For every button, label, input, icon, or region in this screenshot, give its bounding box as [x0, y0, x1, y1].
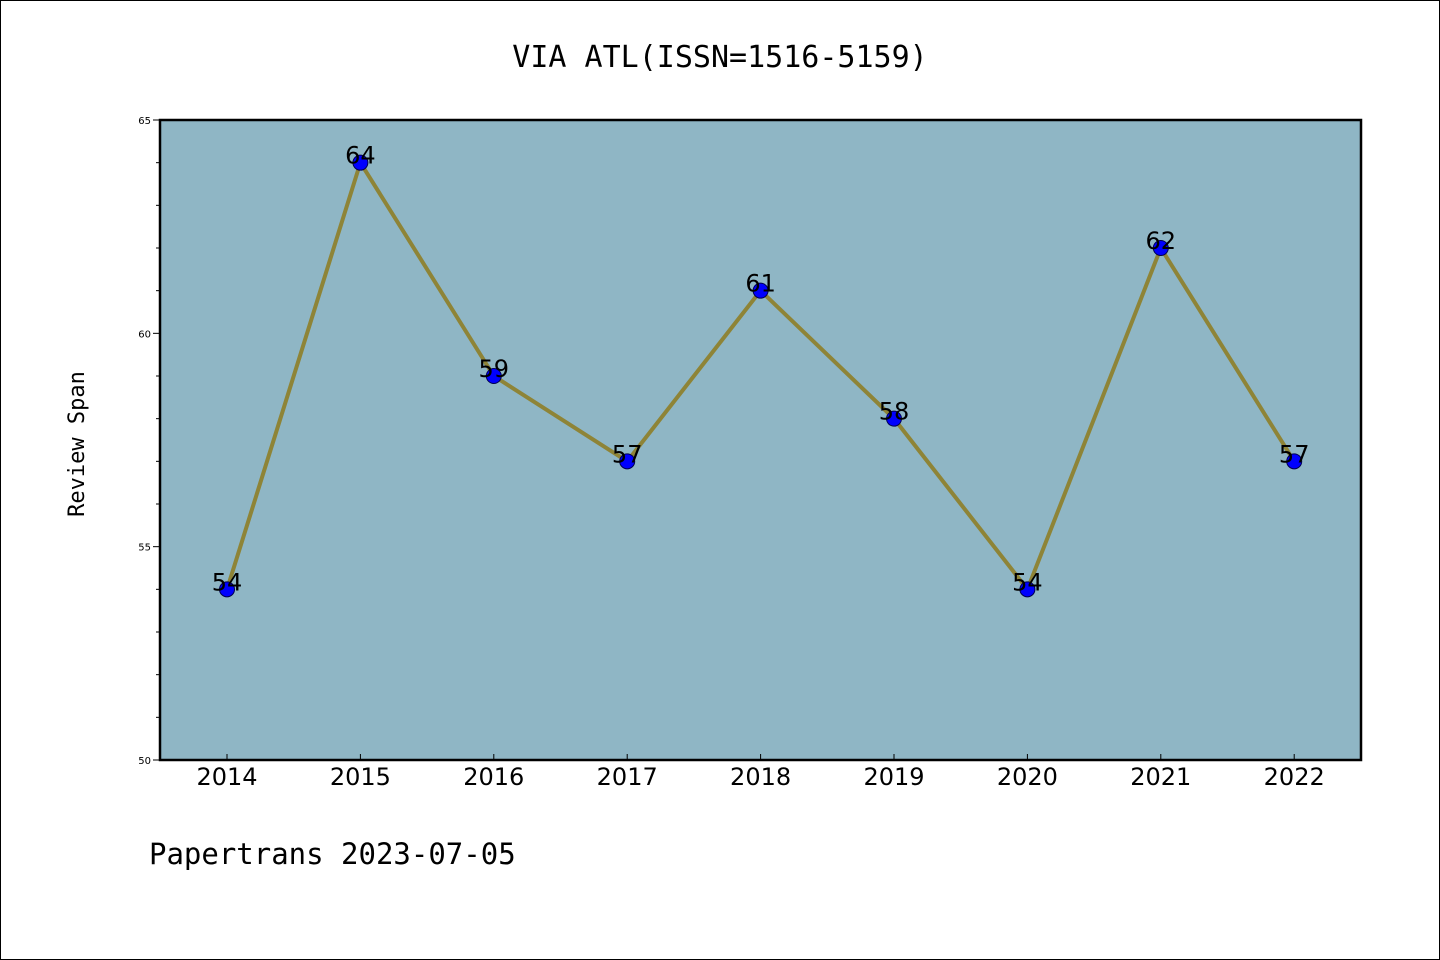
data-label: 54 [1012, 568, 1043, 596]
data-label: 54 [212, 568, 243, 596]
data-point [619, 453, 636, 470]
x-tick-label: 2019 [863, 763, 924, 791]
data-label: 58 [879, 398, 910, 426]
y-tick-label: 55 [138, 543, 151, 554]
data-point [1152, 240, 1169, 256]
y-axis-label: Review Span [65, 371, 90, 517]
x-axis-tick-labels: 2014 2015 2016 2017 2018 2019 2020 2021 2022 [196, 754, 1325, 791]
y-tick-label: 50 [138, 756, 151, 767]
data-markers [219, 154, 1303, 598]
footer-text: Papertrans 2023-07-05 [149, 837, 516, 871]
x-tick-label: 2018 [730, 763, 791, 791]
y-axis-ticks: 50 55 60 65 [138, 116, 160, 767]
data-label: 61 [745, 270, 776, 298]
x-tick-label: 2021 [1130, 763, 1191, 791]
data-label: 62 [1146, 227, 1177, 255]
x-tick-label: 2022 [1264, 763, 1325, 791]
data-point [352, 154, 369, 171]
data-point [219, 581, 235, 598]
x-tick-label: 2015 [330, 763, 391, 791]
data-label: 64 [345, 142, 376, 170]
data-point [752, 282, 769, 299]
x-tick-label: 2014 [196, 763, 257, 791]
data-label: 59 [479, 355, 510, 383]
data-labels: 54 64 59 57 61 58 54 62 57 [212, 142, 1310, 597]
x-tick-label: 2020 [997, 763, 1058, 791]
data-label: 57 [612, 440, 643, 468]
data-point [1019, 581, 1036, 598]
x-tick-label: 2016 [463, 763, 524, 791]
plot-border [158, 118, 1363, 762]
y-tick-label: 60 [138, 329, 151, 340]
data-point [485, 368, 502, 384]
data-point [1286, 453, 1303, 470]
chart-title: VIA ATL(ISSN=1516-5159) [512, 40, 927, 75]
y-tick-label: 65 [138, 116, 151, 127]
x-tick-label: 2017 [597, 763, 658, 791]
plot-area [160, 120, 1361, 760]
data-point [886, 410, 902, 427]
data-label: 57 [1279, 440, 1310, 468]
